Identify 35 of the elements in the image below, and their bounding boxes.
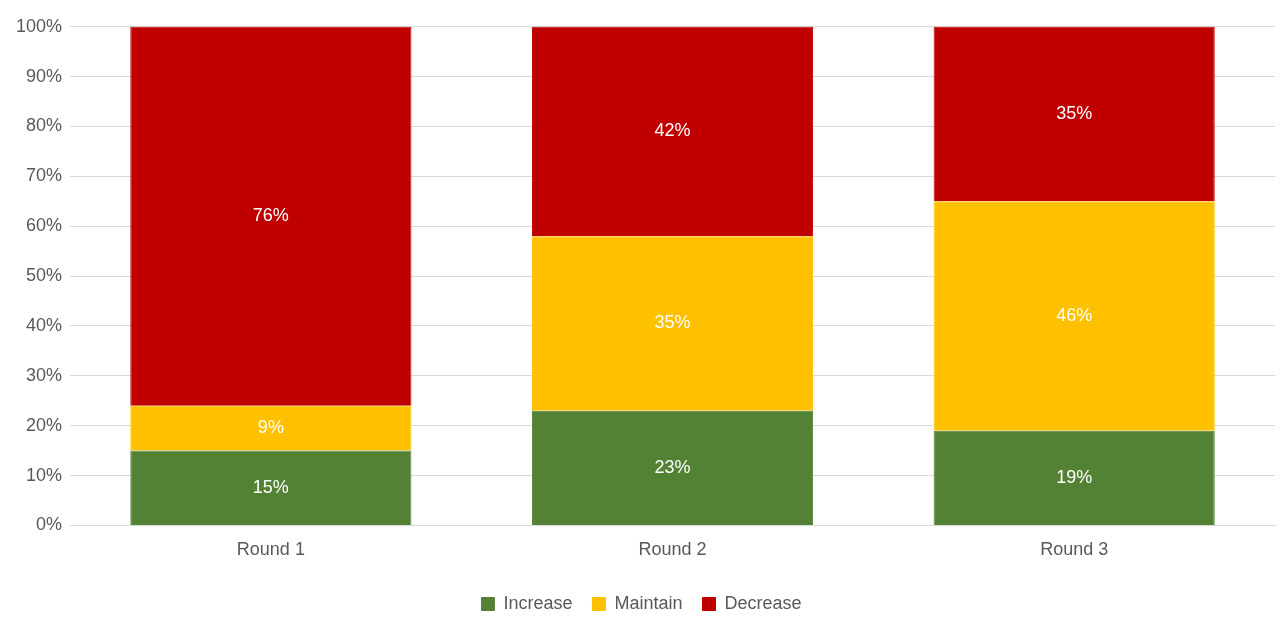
x-tick-label: Round 2	[638, 539, 707, 560]
bar	[933, 26, 1215, 202]
bar	[933, 201, 1215, 431]
legend-label: Increase	[503, 592, 573, 613]
bar	[531, 410, 814, 525]
bar	[130, 450, 412, 525]
y-tick-label: 60%	[26, 215, 63, 236]
data-label: 9%	[257, 417, 284, 438]
y-tick-label: 0%	[36, 514, 63, 535]
data-label: 15%	[252, 476, 289, 497]
bar	[933, 430, 1215, 525]
y-tick-label: 80%	[26, 115, 63, 136]
data-label: 23%	[654, 456, 691, 477]
y-tick-label: 70%	[26, 165, 63, 186]
y-tick-label: 10%	[26, 464, 63, 485]
y-tick-label: 90%	[26, 65, 63, 86]
bar	[130, 405, 412, 451]
x-tick-label: Round 1	[236, 539, 305, 560]
data-label: 19%	[1056, 466, 1093, 487]
x-tick-label: Round 3	[1040, 539, 1109, 560]
data-label: 35%	[654, 312, 691, 333]
bar	[130, 26, 412, 406]
y-tick-label: 100%	[15, 15, 63, 36]
y-tick-label: 50%	[26, 265, 63, 286]
data-label: 76%	[252, 205, 289, 226]
data-label: 46%	[1056, 304, 1093, 325]
y-tick-label: 20%	[26, 414, 63, 435]
bar	[531, 26, 814, 237]
data-label: 42%	[654, 120, 691, 141]
y-tick-label: 40%	[26, 314, 63, 335]
bar	[531, 236, 814, 411]
data-label: 35%	[1056, 103, 1093, 124]
legend-label: Decrease	[724, 592, 802, 613]
y-tick-label: 30%	[26, 364, 63, 385]
legend-label: Maintain	[614, 592, 683, 613]
